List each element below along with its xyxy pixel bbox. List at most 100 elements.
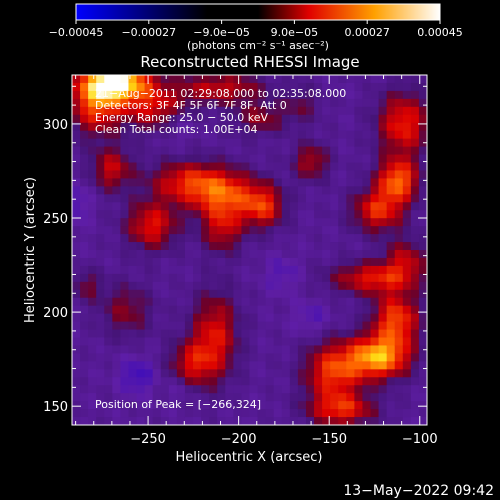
- heatmap-cell: [201, 162, 210, 172]
- heatmap-cell: [305, 329, 315, 339]
- heatmap-cell: [370, 114, 380, 124]
- heatmap-cell: [96, 385, 105, 394]
- heatmap-cell: [160, 250, 170, 259]
- heatmap-cell: [330, 82, 339, 92]
- heatmap-cell: [217, 75, 226, 84]
- heatmap-cell: [128, 257, 138, 267]
- heatmap-cell: [378, 297, 388, 307]
- heatmap-cell: [402, 114, 412, 124]
- heatmap-cell: [249, 289, 259, 299]
- heatmap-cell: [257, 186, 267, 195]
- heatmap-cell: [120, 234, 130, 243]
- heatmap-cell: [273, 385, 283, 394]
- heatmap-cell: [80, 114, 89, 124]
- heatmap-cell: [305, 138, 315, 148]
- heatmap-cell: [314, 242, 323, 251]
- heatmap-cell: [386, 289, 396, 299]
- heatmap-cell: [184, 393, 194, 402]
- heatmap-cell: [193, 337, 202, 347]
- heatmap-cell: [289, 361, 299, 370]
- heatmap-cell: [112, 265, 122, 275]
- heatmap-cell: [136, 257, 146, 267]
- heatmap-cell: [281, 122, 291, 132]
- heatmap-cell: [136, 114, 146, 124]
- heatmap-cell: [225, 162, 234, 172]
- heatmap-cell: [346, 210, 355, 219]
- heatmap-cell: [297, 114, 307, 124]
- heatmap-cell: [402, 234, 412, 243]
- heatmap-cell: [128, 98, 138, 108]
- heatmap-cell: [233, 321, 243, 331]
- heatmap-cell: [249, 130, 259, 140]
- heatmap-cell: [241, 257, 251, 267]
- heatmap-cell: [281, 114, 291, 124]
- heatmap-cell: [136, 289, 146, 299]
- heatmap-cell: [273, 146, 283, 156]
- heatmap-cell: [217, 218, 226, 227]
- heatmap-cell: [88, 329, 97, 339]
- heatmap-cell: [297, 242, 307, 251]
- heatmap-cell: [346, 218, 355, 227]
- heatmap-cell: [346, 265, 355, 275]
- heatmap-cell: [233, 250, 243, 259]
- heatmap-cell: [305, 178, 315, 187]
- heatmap-cell: [80, 257, 89, 267]
- heatmap-cell: [152, 353, 162, 362]
- heatmap-cell: [314, 289, 323, 299]
- heatmap-cell: [281, 353, 291, 362]
- heatmap-cell: [241, 98, 251, 108]
- heatmap-cell: [152, 186, 162, 195]
- heatmap-cell: [72, 242, 81, 251]
- heatmap-cell: [322, 337, 331, 347]
- heatmap-cell: [193, 154, 202, 164]
- heatmap-cell: [394, 353, 404, 362]
- heatmap-cell: [168, 90, 178, 100]
- heatmap-cell: [330, 75, 339, 84]
- heatmap-cell: [370, 385, 380, 394]
- heatmap-cell: [176, 226, 186, 235]
- heatmap-cell: [362, 369, 372, 378]
- heatmap-cell: [96, 250, 105, 259]
- heatmap-cell: [354, 353, 364, 362]
- heatmap-cell: [362, 75, 372, 84]
- heatmap-cell: [322, 401, 331, 410]
- heatmap-cell: [314, 186, 323, 195]
- heatmap-cell: [386, 242, 396, 251]
- heatmap-cell: [297, 385, 307, 394]
- heatmap-cell: [225, 281, 234, 291]
- heatmap-cell: [402, 250, 412, 259]
- heatmap-cell: [241, 361, 251, 370]
- heatmap-cell: [104, 265, 113, 275]
- heatmap-cell: [305, 377, 315, 386]
- heatmap-cell: [152, 250, 162, 259]
- heatmap-cell: [257, 106, 267, 116]
- heatmap-cell: [249, 393, 259, 402]
- heatmap-cell: [96, 90, 105, 100]
- heatmap-cell: [112, 321, 122, 331]
- heatmap-cell: [257, 345, 267, 354]
- heatmap-cell: [144, 289, 154, 299]
- heatmap-cell: [112, 226, 122, 235]
- heatmap-cell: [184, 385, 194, 394]
- heatmap-cell: [193, 345, 202, 354]
- heatmap-cell: [370, 242, 380, 251]
- heatmap-cell: [128, 178, 138, 187]
- heatmap-cell: [160, 106, 170, 116]
- heatmap-cell: [184, 162, 194, 172]
- heatmap-cell: [297, 138, 307, 148]
- heatmap-cell: [394, 154, 404, 164]
- heatmap-cell: [176, 369, 186, 378]
- heatmap-cell: [112, 337, 122, 347]
- heatmap-cell: [136, 170, 146, 179]
- heatmap-cell: [281, 146, 291, 156]
- heatmap-cell: [152, 257, 162, 267]
- heatmap-cell: [233, 75, 243, 84]
- heatmap-cell: [297, 154, 307, 164]
- heatmap-cell: [128, 377, 138, 386]
- heatmap-cell: [346, 170, 355, 179]
- heatmap-cell: [346, 226, 355, 235]
- heatmap-cell: [160, 154, 170, 164]
- heatmap-cell: [418, 242, 427, 251]
- heatmap-cell: [193, 194, 202, 203]
- heatmap-cell: [136, 313, 146, 323]
